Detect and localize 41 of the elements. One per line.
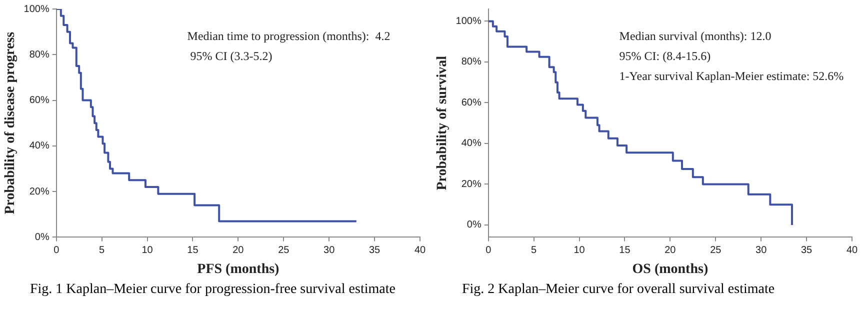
- x-tick-label: 15: [187, 244, 199, 256]
- x-tick-label: 30: [324, 244, 336, 256]
- y-axis-title: Probability of disease progress: [3, 31, 18, 214]
- y-tick-label: 100%: [456, 16, 482, 27]
- y-tick-label: 0%: [34, 232, 50, 243]
- x-tick-label: 35: [800, 244, 813, 256]
- y-tick-label: 40%: [29, 140, 50, 152]
- x-tick-label: 30: [756, 244, 768, 256]
- x-axis-title: PFS (months): [197, 262, 280, 278]
- text: Fig. 1 Kaplan–Meier curve for progression-free survival estimate: [29, 282, 396, 298]
- x-tick-label: 0: [486, 244, 492, 256]
- x-axis-title: OS (months): [632, 262, 708, 278]
- x-tick-label: 25: [710, 244, 722, 256]
- y-tick-label: 40%: [461, 138, 482, 150]
- y-tick-label: 60%: [461, 97, 482, 108]
- x-tick-label: 40: [414, 244, 426, 256]
- y-tick-label: 100%: [24, 4, 50, 15]
- y-tick-label: 0%: [466, 220, 482, 231]
- x-tick-label: 35: [368, 244, 381, 256]
- x-tick-label: 0: [54, 244, 60, 256]
- x-tick-label: 15: [619, 244, 631, 256]
- text: Fig. 2 Kaplan–Meier curve for overall survival estimate: [461, 282, 776, 298]
- annotation: 95% CI: (8.4-15.6): [619, 49, 711, 64]
- annotation: Median time to progression (months): 4.2: [187, 29, 390, 44]
- x-tick-label: 5: [99, 244, 106, 256]
- annotation: Median survival (months): 12.0: [619, 29, 772, 44]
- y-tick-label: 80%: [461, 56, 482, 68]
- x-tick-label: 40: [846, 244, 858, 256]
- y-tick-label: 80%: [29, 49, 50, 60]
- y-tick-label: 20%: [29, 186, 50, 198]
- y-tick-label: 20%: [461, 178, 482, 190]
- x-tick-label: 10: [574, 244, 586, 256]
- x-tick-label: 20: [664, 244, 676, 256]
- annotation: 1-Year survival Kaplan-Meier estimate: 52.6%: [619, 69, 844, 84]
- x-tick-label: 5: [531, 244, 538, 256]
- y-axis-title: Probability of survival: [435, 56, 450, 190]
- y-tick-label: 60%: [29, 95, 50, 106]
- x-tick-label: 10: [142, 244, 154, 256]
- x-tick-label: 20: [232, 244, 244, 256]
- annotation: 95% CI (3.3-5.2): [187, 49, 272, 64]
- x-tick-label: 25: [278, 244, 290, 256]
